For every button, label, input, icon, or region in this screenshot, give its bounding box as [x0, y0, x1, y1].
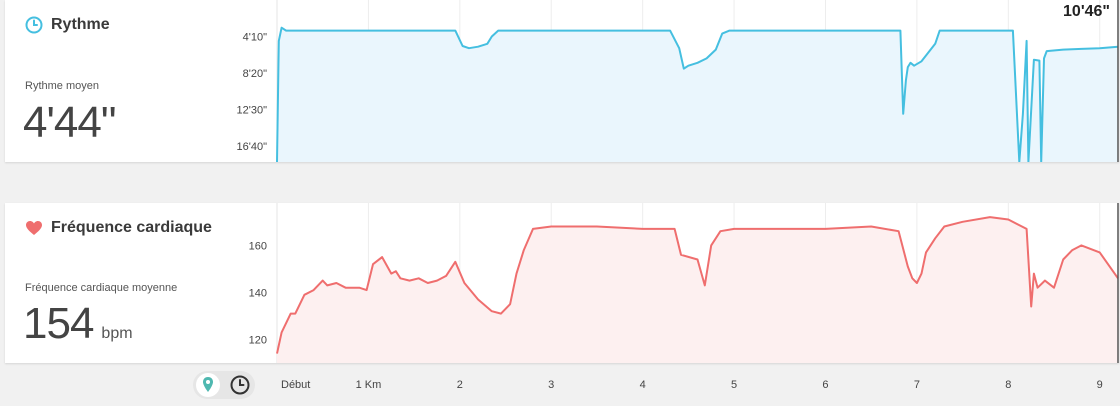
x-tick-label: 5	[731, 379, 737, 391]
heart-icon	[26, 221, 42, 235]
x-axis-bar: Début 1 Km 2 3 4 5 6 7 8 9	[0, 367, 1120, 403]
pace-avg-label: Rythme moyen	[25, 80, 99, 92]
view-toggle	[193, 371, 255, 399]
heart-rate-panel: Fréquence cardiaque Fréquence cardiaque …	[5, 203, 1119, 363]
x-tick-label: 4	[640, 379, 646, 391]
heart-rate-series-line	[276, 216, 1119, 354]
pace-series-line	[276, 26, 1119, 162]
heart-rate-chart[interactable]: 120 140 160	[5, 203, 1119, 363]
heart-rate-avg-label: Fréquence cardiaque moyenne	[25, 282, 178, 294]
clock-toggle-icon[interactable]	[228, 373, 252, 397]
heart-rate-title: Fréquence cardiaque	[25, 219, 212, 237]
heart-rate-y-tick-label: 160	[249, 240, 267, 252]
heart-rate-title-text: Fréquence cardiaque	[51, 219, 212, 236]
clock-icon	[25, 16, 43, 34]
heart-rate-y-tick-label: 140	[249, 287, 267, 299]
pace-readout: 10'46"	[1063, 3, 1110, 20]
heart-rate-avg-number: 154	[23, 299, 94, 348]
pace-y-tick-label: 12'30"	[237, 104, 268, 116]
x-tick-label: 1 Km	[356, 379, 382, 391]
pace-y-tick-label: 4'10"	[243, 31, 267, 43]
pace-title-text: Rythme	[51, 16, 110, 33]
x-axis: Début 1 Km 2 3 4 5 6 7 8 9	[281, 379, 1103, 391]
pace-panel: Rythme Rythme moyen 4'44" 4'10" 8'20" 12'3…	[5, 0, 1119, 162]
pace-y-tick-label: 8'20"	[243, 68, 267, 80]
x-tick-label: Début	[281, 379, 310, 391]
heart-rate-y-tick-label: 120	[249, 334, 267, 346]
pace-y-tick-label: 16'40"	[237, 141, 268, 153]
heart-rate-summary: Fréquence cardiaque Fréquence cardiaque …	[5, 203, 277, 363]
pace-title: Rythme	[25, 16, 110, 34]
map-pin-icon[interactable]	[196, 373, 220, 397]
heart-rate-unit: bpm	[101, 325, 133, 342]
pace-avg-value: 4'44"	[23, 98, 116, 147]
x-tick-label: 9	[1097, 379, 1103, 391]
x-tick-label: 3	[548, 379, 554, 391]
heart-rate-avg-value: 154 bpm	[23, 299, 133, 349]
x-tick-label: 6	[822, 379, 828, 391]
pace-chart[interactable]: 4'10" 8'20" 12'30" 16'40"	[5, 0, 1119, 162]
x-tick-label: 2	[457, 379, 463, 391]
pace-summary: Rythme Rythme moyen 4'44"	[5, 0, 277, 162]
x-tick-label: 7	[914, 379, 920, 391]
heart-rate-area-fill	[277, 217, 1118, 363]
pace-area-fill	[277, 27, 1118, 162]
x-tick-label: 8	[1005, 379, 1011, 391]
